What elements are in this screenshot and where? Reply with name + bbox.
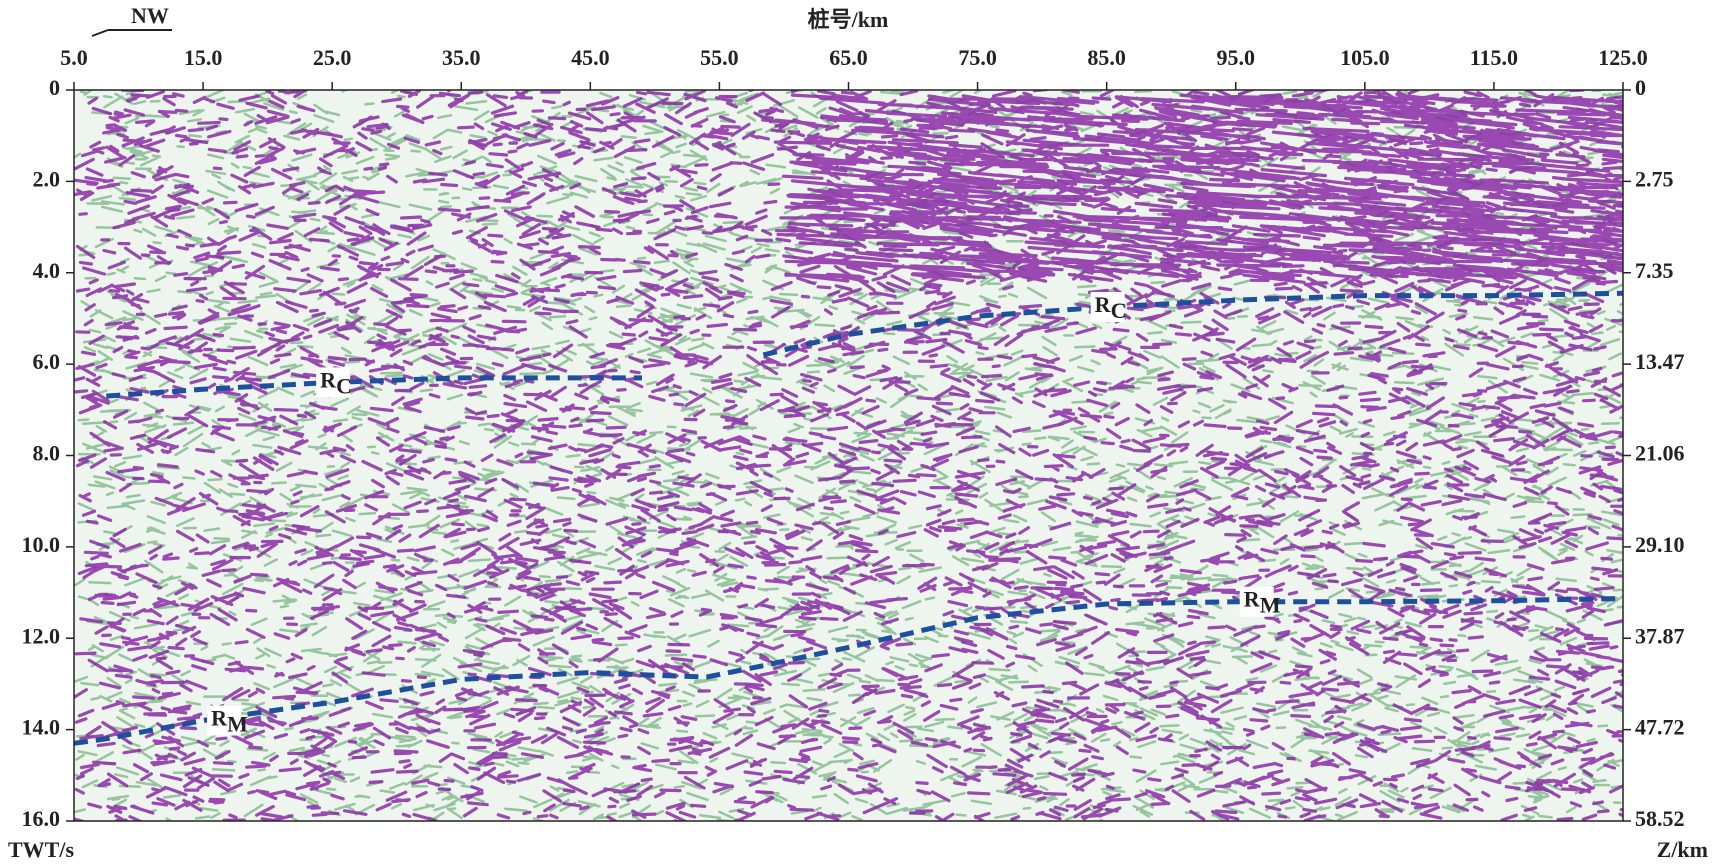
y2-tick-label: 21.06 <box>1635 441 1685 466</box>
horizon-label-bg <box>207 705 242 736</box>
x-tick-label: 45.0 <box>571 45 610 70</box>
x-tick-label: 65.0 <box>829 45 868 70</box>
horizon-label-sub: C <box>1111 298 1127 323</box>
direction-label: NW <box>131 3 169 28</box>
horizon-label: R <box>1095 292 1112 317</box>
y-tick-label: 14.0 <box>22 715 61 740</box>
horizon-label-bg <box>1090 292 1125 323</box>
x-tick-label: 25.0 <box>313 45 352 70</box>
y2-tick-label: 0 <box>1635 75 1646 100</box>
y2-axis-title: Z/km <box>1657 837 1708 862</box>
horizon-line <box>106 290 1624 399</box>
x-tick-label: 125.0 <box>1598 45 1648 70</box>
y2-tick-label: 2.75 <box>1635 166 1674 191</box>
horizon-line <box>73 596 1624 746</box>
x-tick-label: 35.0 <box>442 45 481 70</box>
y2-tick-label: 37.87 <box>1635 623 1685 648</box>
y-tick-label: 12.0 <box>22 623 61 648</box>
x-tick-label: 115.0 <box>1470 45 1518 70</box>
plot-frame <box>73 89 1624 822</box>
x-axis-title: 桩号/km <box>808 7 889 32</box>
direction-arrow <box>91 29 172 37</box>
texture-purple <box>74 90 1623 821</box>
y-tick-label: 4.0 <box>33 258 61 283</box>
horizon-label-bg <box>1239 586 1274 617</box>
horizon-label-bg <box>316 367 351 398</box>
horizon-label-sub: C <box>336 373 352 398</box>
y2-tick-label: 7.35 <box>1635 258 1674 283</box>
horizon-label: R <box>211 706 228 731</box>
y-axis-title: TWT/s <box>8 837 74 862</box>
x-tick-label: 15.0 <box>184 45 223 70</box>
y-tick-label: 2.0 <box>33 166 61 191</box>
y-tick-label: 16.0 <box>22 806 61 831</box>
x-tick-label: 55.0 <box>700 45 739 70</box>
y2-tick-label: 13.47 <box>1635 349 1685 374</box>
horizon-label-sub: M <box>1260 593 1281 618</box>
x-tick-label: 75.0 <box>958 45 997 70</box>
y-tick-label: 0 <box>49 75 60 100</box>
x-tick-label: 105.0 <box>1340 45 1390 70</box>
horizon-label-sub: M <box>227 712 248 737</box>
horizon-label: R <box>1244 587 1261 612</box>
y2-tick-label: 58.52 <box>1635 806 1685 831</box>
x-tick-label: 95.0 <box>1217 45 1256 70</box>
y-tick-label: 8.0 <box>33 441 61 466</box>
y2-tick-label: 29.10 <box>1635 532 1685 557</box>
horizon-label: R <box>320 367 337 392</box>
y-tick-label: 6.0 <box>33 349 61 374</box>
seismic-texture <box>74 90 1623 821</box>
x-tick-label: 5.0 <box>60 45 88 70</box>
y2-tick-label: 47.72 <box>1635 715 1685 740</box>
layer: 5.0 15.0 25.0 35.0 45.0 55.0 65.0 75.0 85.0 95.0 1… <box>22 45 1685 831</box>
y-tick-label: 10.0 <box>22 532 61 557</box>
x-tick-label: 85.0 <box>1087 45 1126 70</box>
